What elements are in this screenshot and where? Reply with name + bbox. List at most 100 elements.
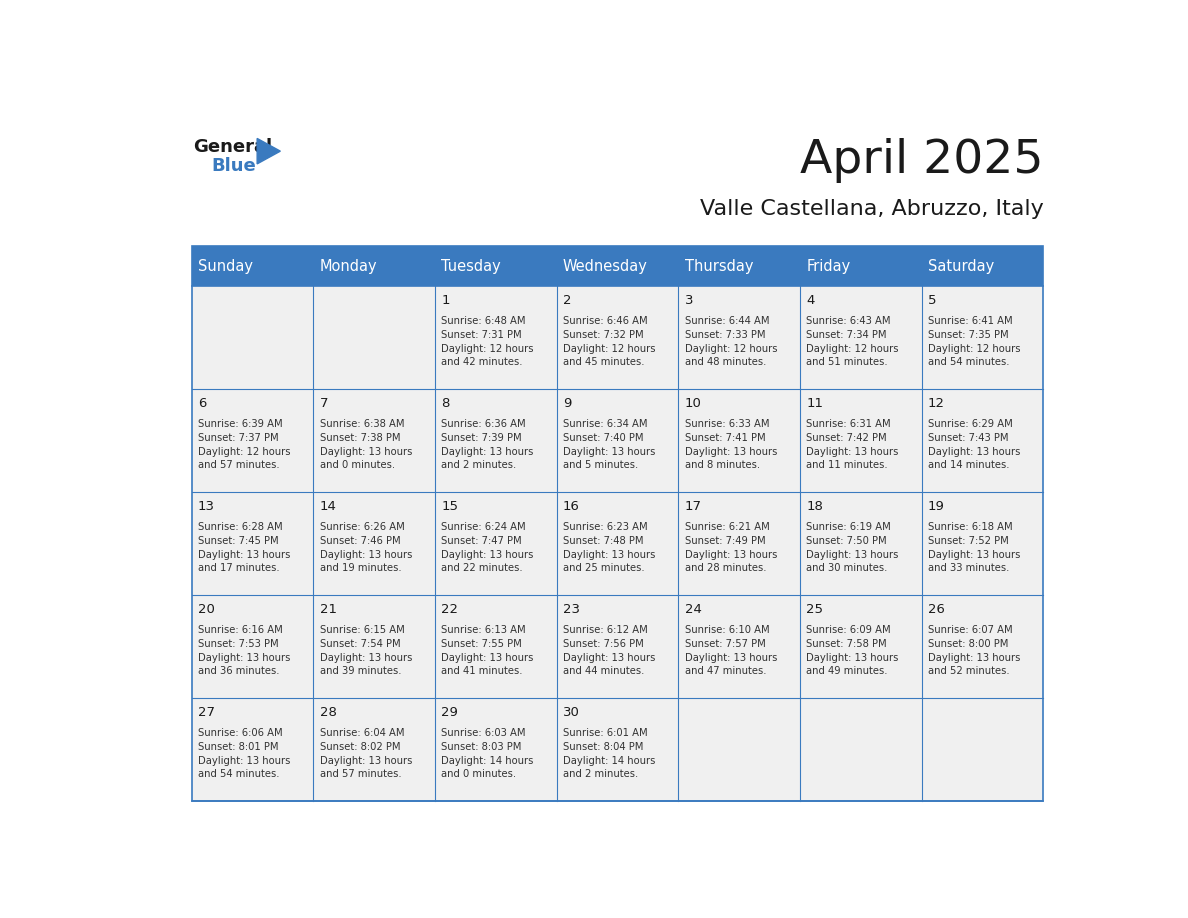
- Text: Sunrise: 6:24 AM
Sunset: 7:47 PM
Daylight: 13 hours
and 22 minutes.: Sunrise: 6:24 AM Sunset: 7:47 PM Dayligh…: [441, 522, 533, 573]
- Text: 6: 6: [198, 397, 207, 409]
- Bar: [191, 389, 314, 492]
- Text: April 2025: April 2025: [800, 139, 1043, 184]
- Text: Sunrise: 6:13 AM
Sunset: 7:55 PM
Daylight: 13 hours
and 41 minutes.: Sunrise: 6:13 AM Sunset: 7:55 PM Dayligh…: [441, 625, 533, 677]
- Text: 11: 11: [807, 397, 823, 409]
- Text: 25: 25: [807, 602, 823, 616]
- Text: 23: 23: [563, 602, 580, 616]
- Text: 16: 16: [563, 499, 580, 512]
- Text: 21: 21: [320, 602, 336, 616]
- Bar: [435, 389, 557, 492]
- Text: 13: 13: [198, 499, 215, 512]
- Text: 8: 8: [441, 397, 449, 409]
- Bar: [314, 286, 435, 389]
- Text: Sunrise: 6:16 AM
Sunset: 7:53 PM
Daylight: 13 hours
and 36 minutes.: Sunrise: 6:16 AM Sunset: 7:53 PM Dayligh…: [198, 625, 290, 677]
- Bar: [800, 699, 922, 801]
- Text: 4: 4: [807, 294, 815, 307]
- Text: 26: 26: [928, 602, 944, 616]
- Text: 2: 2: [563, 294, 571, 307]
- Text: 3: 3: [684, 294, 693, 307]
- Text: Sunrise: 6:36 AM
Sunset: 7:39 PM
Daylight: 13 hours
and 2 minutes.: Sunrise: 6:36 AM Sunset: 7:39 PM Dayligh…: [441, 420, 533, 470]
- Bar: [922, 596, 1043, 699]
- Text: Sunrise: 6:19 AM
Sunset: 7:50 PM
Daylight: 13 hours
and 30 minutes.: Sunrise: 6:19 AM Sunset: 7:50 PM Dayligh…: [807, 522, 898, 573]
- Bar: [678, 596, 800, 699]
- Bar: [557, 492, 678, 596]
- Bar: [922, 286, 1043, 389]
- Bar: [435, 596, 557, 699]
- Text: Sunrise: 6:10 AM
Sunset: 7:57 PM
Daylight: 13 hours
and 47 minutes.: Sunrise: 6:10 AM Sunset: 7:57 PM Dayligh…: [684, 625, 777, 677]
- Text: 24: 24: [684, 602, 701, 616]
- Text: Sunrise: 6:46 AM
Sunset: 7:32 PM
Daylight: 12 hours
and 45 minutes.: Sunrise: 6:46 AM Sunset: 7:32 PM Dayligh…: [563, 317, 656, 367]
- Bar: [557, 389, 678, 492]
- Text: 12: 12: [928, 397, 944, 409]
- Bar: [314, 246, 435, 286]
- Bar: [191, 246, 314, 286]
- Text: 20: 20: [198, 602, 215, 616]
- Bar: [314, 699, 435, 801]
- Text: Blue: Blue: [211, 157, 255, 174]
- Text: 15: 15: [441, 499, 459, 512]
- Bar: [678, 286, 800, 389]
- Text: 18: 18: [807, 499, 823, 512]
- Text: Sunrise: 6:23 AM
Sunset: 7:48 PM
Daylight: 13 hours
and 25 minutes.: Sunrise: 6:23 AM Sunset: 7:48 PM Dayligh…: [563, 522, 656, 573]
- Text: 19: 19: [928, 499, 944, 512]
- Bar: [191, 286, 314, 389]
- Bar: [922, 699, 1043, 801]
- Bar: [191, 246, 1043, 801]
- Bar: [314, 389, 435, 492]
- Text: Thursday: Thursday: [684, 259, 753, 274]
- Bar: [435, 246, 557, 286]
- Text: Sunrise: 6:43 AM
Sunset: 7:34 PM
Daylight: 12 hours
and 51 minutes.: Sunrise: 6:43 AM Sunset: 7:34 PM Dayligh…: [807, 317, 898, 367]
- Text: Sunrise: 6:38 AM
Sunset: 7:38 PM
Daylight: 13 hours
and 0 minutes.: Sunrise: 6:38 AM Sunset: 7:38 PM Dayligh…: [320, 420, 412, 470]
- Text: Sunrise: 6:06 AM
Sunset: 8:01 PM
Daylight: 13 hours
and 54 minutes.: Sunrise: 6:06 AM Sunset: 8:01 PM Dayligh…: [198, 728, 290, 779]
- Text: 1: 1: [441, 294, 450, 307]
- Text: General: General: [192, 139, 272, 156]
- Text: Sunrise: 6:33 AM
Sunset: 7:41 PM
Daylight: 13 hours
and 8 minutes.: Sunrise: 6:33 AM Sunset: 7:41 PM Dayligh…: [684, 420, 777, 470]
- Text: Saturday: Saturday: [928, 259, 994, 274]
- Text: 14: 14: [320, 499, 336, 512]
- Text: Sunrise: 6:41 AM
Sunset: 7:35 PM
Daylight: 12 hours
and 54 minutes.: Sunrise: 6:41 AM Sunset: 7:35 PM Dayligh…: [928, 317, 1020, 367]
- Text: Sunrise: 6:03 AM
Sunset: 8:03 PM
Daylight: 14 hours
and 0 minutes.: Sunrise: 6:03 AM Sunset: 8:03 PM Dayligh…: [441, 728, 533, 779]
- Text: Sunday: Sunday: [198, 259, 253, 274]
- Text: Valle Castellana, Abruzzo, Italy: Valle Castellana, Abruzzo, Italy: [700, 198, 1043, 218]
- Text: Sunrise: 6:15 AM
Sunset: 7:54 PM
Daylight: 13 hours
and 39 minutes.: Sunrise: 6:15 AM Sunset: 7:54 PM Dayligh…: [320, 625, 412, 677]
- Text: Wednesday: Wednesday: [563, 259, 647, 274]
- Text: Sunrise: 6:09 AM
Sunset: 7:58 PM
Daylight: 13 hours
and 49 minutes.: Sunrise: 6:09 AM Sunset: 7:58 PM Dayligh…: [807, 625, 898, 677]
- Text: Friday: Friday: [807, 259, 851, 274]
- Text: Tuesday: Tuesday: [441, 259, 501, 274]
- Bar: [435, 699, 557, 801]
- Text: Sunrise: 6:39 AM
Sunset: 7:37 PM
Daylight: 12 hours
and 57 minutes.: Sunrise: 6:39 AM Sunset: 7:37 PM Dayligh…: [198, 420, 290, 470]
- Text: 10: 10: [684, 397, 701, 409]
- Bar: [557, 699, 678, 801]
- Bar: [800, 492, 922, 596]
- Bar: [557, 286, 678, 389]
- Bar: [314, 492, 435, 596]
- Bar: [191, 699, 314, 801]
- Bar: [557, 246, 678, 286]
- Text: 22: 22: [441, 602, 459, 616]
- Text: Monday: Monday: [320, 259, 377, 274]
- Text: Sunrise: 6:31 AM
Sunset: 7:42 PM
Daylight: 13 hours
and 11 minutes.: Sunrise: 6:31 AM Sunset: 7:42 PM Dayligh…: [807, 420, 898, 470]
- Bar: [800, 286, 922, 389]
- Bar: [191, 492, 314, 596]
- Text: Sunrise: 6:29 AM
Sunset: 7:43 PM
Daylight: 13 hours
and 14 minutes.: Sunrise: 6:29 AM Sunset: 7:43 PM Dayligh…: [928, 420, 1020, 470]
- Bar: [557, 596, 678, 699]
- Text: Sunrise: 6:44 AM
Sunset: 7:33 PM
Daylight: 12 hours
and 48 minutes.: Sunrise: 6:44 AM Sunset: 7:33 PM Dayligh…: [684, 317, 777, 367]
- Polygon shape: [257, 139, 280, 164]
- Bar: [800, 246, 922, 286]
- Text: 17: 17: [684, 499, 701, 512]
- Bar: [678, 389, 800, 492]
- Text: Sunrise: 6:21 AM
Sunset: 7:49 PM
Daylight: 13 hours
and 28 minutes.: Sunrise: 6:21 AM Sunset: 7:49 PM Dayligh…: [684, 522, 777, 573]
- Text: Sunrise: 6:12 AM
Sunset: 7:56 PM
Daylight: 13 hours
and 44 minutes.: Sunrise: 6:12 AM Sunset: 7:56 PM Dayligh…: [563, 625, 656, 677]
- Bar: [435, 492, 557, 596]
- Text: 30: 30: [563, 706, 580, 719]
- Text: 28: 28: [320, 706, 336, 719]
- Bar: [678, 246, 800, 286]
- Text: 5: 5: [928, 294, 936, 307]
- Text: Sunrise: 6:34 AM
Sunset: 7:40 PM
Daylight: 13 hours
and 5 minutes.: Sunrise: 6:34 AM Sunset: 7:40 PM Dayligh…: [563, 420, 656, 470]
- Text: Sunrise: 6:28 AM
Sunset: 7:45 PM
Daylight: 13 hours
and 17 minutes.: Sunrise: 6:28 AM Sunset: 7:45 PM Dayligh…: [198, 522, 290, 573]
- Bar: [800, 389, 922, 492]
- Text: Sunrise: 6:04 AM
Sunset: 8:02 PM
Daylight: 13 hours
and 57 minutes.: Sunrise: 6:04 AM Sunset: 8:02 PM Dayligh…: [320, 728, 412, 779]
- Bar: [314, 596, 435, 699]
- Bar: [800, 596, 922, 699]
- Bar: [678, 699, 800, 801]
